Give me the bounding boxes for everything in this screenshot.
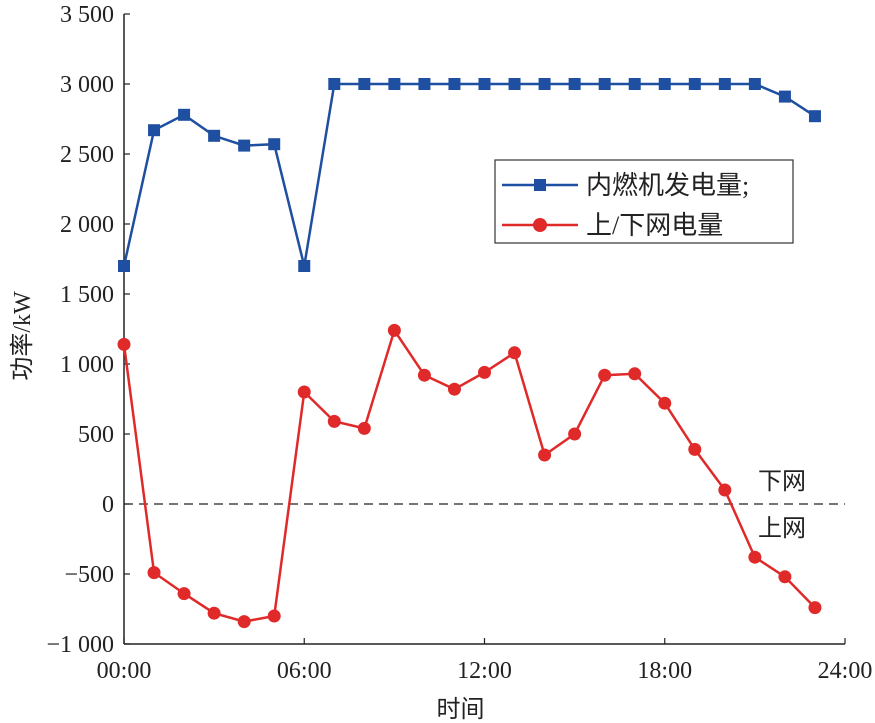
data-point-grid xyxy=(327,414,341,428)
data-point-grid xyxy=(357,421,371,435)
data-point-generator xyxy=(418,78,431,90)
data-point-generator xyxy=(748,78,761,90)
data-point-generator xyxy=(568,78,581,90)
data-point-grid xyxy=(177,587,191,601)
data-point-grid xyxy=(688,442,702,456)
data-point-generator xyxy=(658,78,671,90)
legend-label-1: 上/下网电量 xyxy=(586,211,723,240)
data-point-generator xyxy=(358,78,371,90)
data-point-grid xyxy=(748,550,762,564)
data-point-generator xyxy=(448,78,461,90)
annotation-up-grid: 上网 xyxy=(758,515,806,542)
data-point-grid xyxy=(718,483,732,497)
x-tick-label: 24:00 xyxy=(818,658,873,684)
data-point-grid xyxy=(778,570,792,584)
y-tick-label: 1 500 xyxy=(60,282,114,308)
y-tick-label: 0 xyxy=(102,492,114,518)
y-tick-label: −1 000 xyxy=(46,632,114,658)
data-point-grid xyxy=(508,346,522,360)
data-point-generator xyxy=(388,78,401,90)
y-tick-label: 2 000 xyxy=(60,212,114,238)
legend-label-0: 内燃机发电量; xyxy=(586,171,749,200)
y-tick-label: 2 500 xyxy=(60,142,114,168)
data-point-grid xyxy=(658,396,672,410)
data-point-generator xyxy=(478,78,491,90)
data-point-grid xyxy=(147,566,161,580)
legend-marker-circle xyxy=(533,218,547,232)
y-tick-label: 3 000 xyxy=(60,72,114,98)
legend-marker-square xyxy=(534,179,546,191)
data-point-grid xyxy=(297,385,311,399)
data-point-generator xyxy=(808,110,821,123)
data-point-generator xyxy=(118,260,130,272)
data-point-generator xyxy=(208,129,221,142)
data-point-generator xyxy=(148,124,161,137)
data-point-grid xyxy=(478,365,491,379)
data-point-generator xyxy=(538,78,551,90)
annotation-down-grid: 下网 xyxy=(758,469,806,495)
data-point-grid xyxy=(387,323,401,337)
data-point-generator xyxy=(268,138,281,151)
data-point-grid xyxy=(538,448,552,462)
data-point-generator xyxy=(298,260,311,272)
data-point-generator xyxy=(178,108,191,121)
data-point-grid xyxy=(568,427,582,441)
y-tick-label: 3 500 xyxy=(60,2,114,28)
data-point-generator xyxy=(688,78,701,90)
data-point-grid xyxy=(117,337,131,351)
data-point-grid xyxy=(237,615,251,629)
data-point-grid xyxy=(447,382,461,396)
y-tick-label: 500 xyxy=(78,422,114,448)
data-point-grid xyxy=(207,606,221,620)
y-tick-label: −500 xyxy=(64,562,114,588)
data-point-generator xyxy=(598,78,611,90)
x-axis-label: 时间 xyxy=(437,696,485,723)
x-tick-label: 06:00 xyxy=(277,658,332,684)
series-line-1 xyxy=(122,327,816,623)
data-point-generator xyxy=(328,78,341,90)
data-point-grid xyxy=(628,367,642,381)
data-point-grid xyxy=(808,601,822,615)
data-point-generator xyxy=(238,139,251,152)
x-tick-label: 18:00 xyxy=(637,658,692,684)
data-point-generator xyxy=(718,78,731,90)
y-axis-label: 功率/kW xyxy=(9,291,36,381)
y-tick-label: 1 000 xyxy=(60,352,114,378)
x-tick-label: 00:00 xyxy=(97,658,152,684)
data-point-generator xyxy=(628,78,641,90)
x-tick-label: 12:00 xyxy=(457,658,512,684)
data-point-grid xyxy=(417,368,431,382)
data-point-generator xyxy=(778,90,791,103)
data-point-grid xyxy=(598,368,612,382)
data-point-generator xyxy=(508,78,521,90)
data-point-grid xyxy=(267,609,281,623)
